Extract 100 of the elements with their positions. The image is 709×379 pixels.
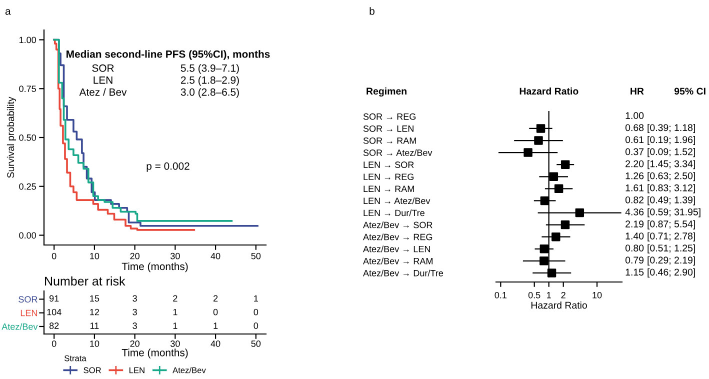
data-label: 2.19 (626, 220, 644, 228)
y-tick-label: LEN → SOR (364, 162, 414, 168)
data-label: 0.68 (625, 124, 644, 132)
legend-label: SOR (84, 367, 101, 374)
x-tick-label: 10 (90, 252, 100, 260)
y-tick-label: LEN → REG (364, 174, 414, 180)
data-label: 1 (173, 322, 178, 329)
y-tick-label: 0.25 (19, 183, 36, 190)
annotation: Atez / Bev (79, 88, 127, 96)
annotation: 5.5 (3.9–7.1) (180, 64, 239, 74)
text: [0.29; 2.19] (648, 256, 695, 266)
x-tick-label: 2 (561, 292, 566, 298)
y-tick-label: Atez/Bev → REG (363, 234, 432, 240)
x-tick-label: 20 (130, 340, 140, 347)
y-tick-label: 0.00 (19, 232, 36, 239)
text: [0.71; 2.78] (648, 232, 695, 242)
y-tick-label: Atez/Bev → SOR (363, 222, 432, 228)
data-label: 0 (213, 308, 218, 316)
annotation: SOR (92, 64, 114, 72)
y-tick-label: SOR (18, 296, 38, 303)
text: HR (630, 88, 644, 95)
annotation: 2.5 (1.8–2.9) (180, 76, 239, 86)
text: [0.87; 5.54] (648, 220, 695, 230)
x-tick-label: 0 (52, 252, 56, 260)
data-label: 3 (132, 322, 137, 329)
data-label: 0.79 (625, 256, 644, 264)
text: [0.63; 2.50] (648, 172, 695, 182)
data-label: 104 (47, 308, 62, 316)
text: [0.39; 1.18] (648, 124, 695, 133)
data-label: 3 (132, 308, 137, 316)
y-tick-label: Atez/Bev (2, 323, 38, 330)
data-label: 0.37 (625, 148, 644, 156)
data-label: 1.40 (626, 232, 644, 240)
y-tick-label: 1.00 (19, 36, 36, 44)
y-tick-label: LEN → Dur/Tre (364, 209, 424, 216)
y-axis-title: Survival probability (6, 96, 16, 178)
x-tick-label: 20 (130, 252, 140, 260)
data-label: 0 (254, 308, 258, 316)
y-tick-label: Atez/Bev → RAM (363, 258, 432, 264)
text: [0.51; 1.25] (648, 244, 695, 254)
data-label: 11 (90, 322, 99, 329)
data-label: 91 (49, 295, 59, 302)
data-label: 1 (173, 308, 178, 316)
x-tick-label: 40 (210, 340, 220, 347)
x-tick-label: 1 (547, 292, 551, 298)
data-label: 4.36 (625, 208, 644, 216)
legend-label: Atez/Bev (172, 367, 206, 374)
y-tick-label: SOR → RAM (363, 137, 416, 144)
x-tick-label: 30 (170, 340, 180, 347)
y-axis-title: Regimen (366, 87, 406, 97)
legend-label: LEN (130, 367, 144, 374)
y-tick-label: SOR → REG (363, 113, 416, 120)
text: [1.45; 3.34] (648, 160, 695, 170)
data-label: 0.80 (625, 244, 644, 252)
x-tick-label: 0.1 (494, 292, 507, 298)
y-tick-label: LEN → Atez/Bev (364, 197, 430, 204)
data-label: 15 (90, 295, 100, 302)
x-tick-label: 10 (592, 292, 602, 298)
x-tick-label: 0.5 (528, 292, 540, 298)
x-tick-label: 50 (251, 340, 261, 347)
text: [0.19; 1.96] (648, 136, 695, 146)
text: [0.09; 1.52] (648, 148, 695, 158)
data-label: 12 (90, 308, 100, 316)
x-tick-label: 0 (52, 340, 56, 347)
y-tick-label: LEN → RAM (364, 186, 414, 192)
data-label: 1 (214, 322, 218, 329)
data-label: 3 (132, 295, 137, 302)
y-tick-label: Atez/Bev → Dur/Tre (363, 270, 444, 276)
annotation: 3.0 (2.8–6.5) (180, 88, 239, 98)
y-tick-label: SOR → LEN (363, 125, 414, 132)
data-label: 2.20 (626, 160, 644, 168)
text: 1.00 (626, 112, 644, 120)
y-tick-label: 0.50 (19, 134, 36, 141)
x-tick-label: 30 (170, 252, 180, 260)
x-tick-label: 10 (90, 340, 100, 347)
text: [0.83; 3.12] (648, 184, 695, 194)
annotation: p = 0.002 (146, 162, 190, 172)
data-label: 82 (49, 322, 59, 329)
y-tick-label: Atez/Bev → LEN (363, 246, 430, 252)
annotation: LEN (94, 76, 112, 84)
text: a (5, 9, 11, 15)
x-axis-title: Time (months) (122, 262, 188, 272)
text: b (370, 7, 374, 15)
data-label: 1.15 (626, 268, 644, 276)
x-axis-title: Time (months) (122, 348, 188, 358)
y-tick-label: SOR → Atez/Bev (363, 149, 432, 156)
x-tick-label: 40 (210, 252, 220, 260)
chart-title: Number at risk (45, 276, 126, 286)
chart-title: Hazard Ratio (520, 87, 578, 95)
text: 95% CI (674, 88, 706, 95)
data-label: 0 (254, 322, 258, 329)
text: [0.49; 1.39] (648, 196, 695, 206)
x-axis-title: Hazard Ratio (531, 302, 587, 309)
text: [0.46; 2.90] (648, 268, 695, 278)
y-tick-label: 0.75 (19, 86, 36, 92)
text: [0.59; 31.95] (648, 208, 700, 218)
data-label: 0.61 (625, 136, 644, 144)
data-label: 1.61 (626, 184, 644, 192)
annotation: Median second-line PFS (95%CI), months (66, 50, 270, 60)
data-label: 0.82 (625, 196, 644, 204)
